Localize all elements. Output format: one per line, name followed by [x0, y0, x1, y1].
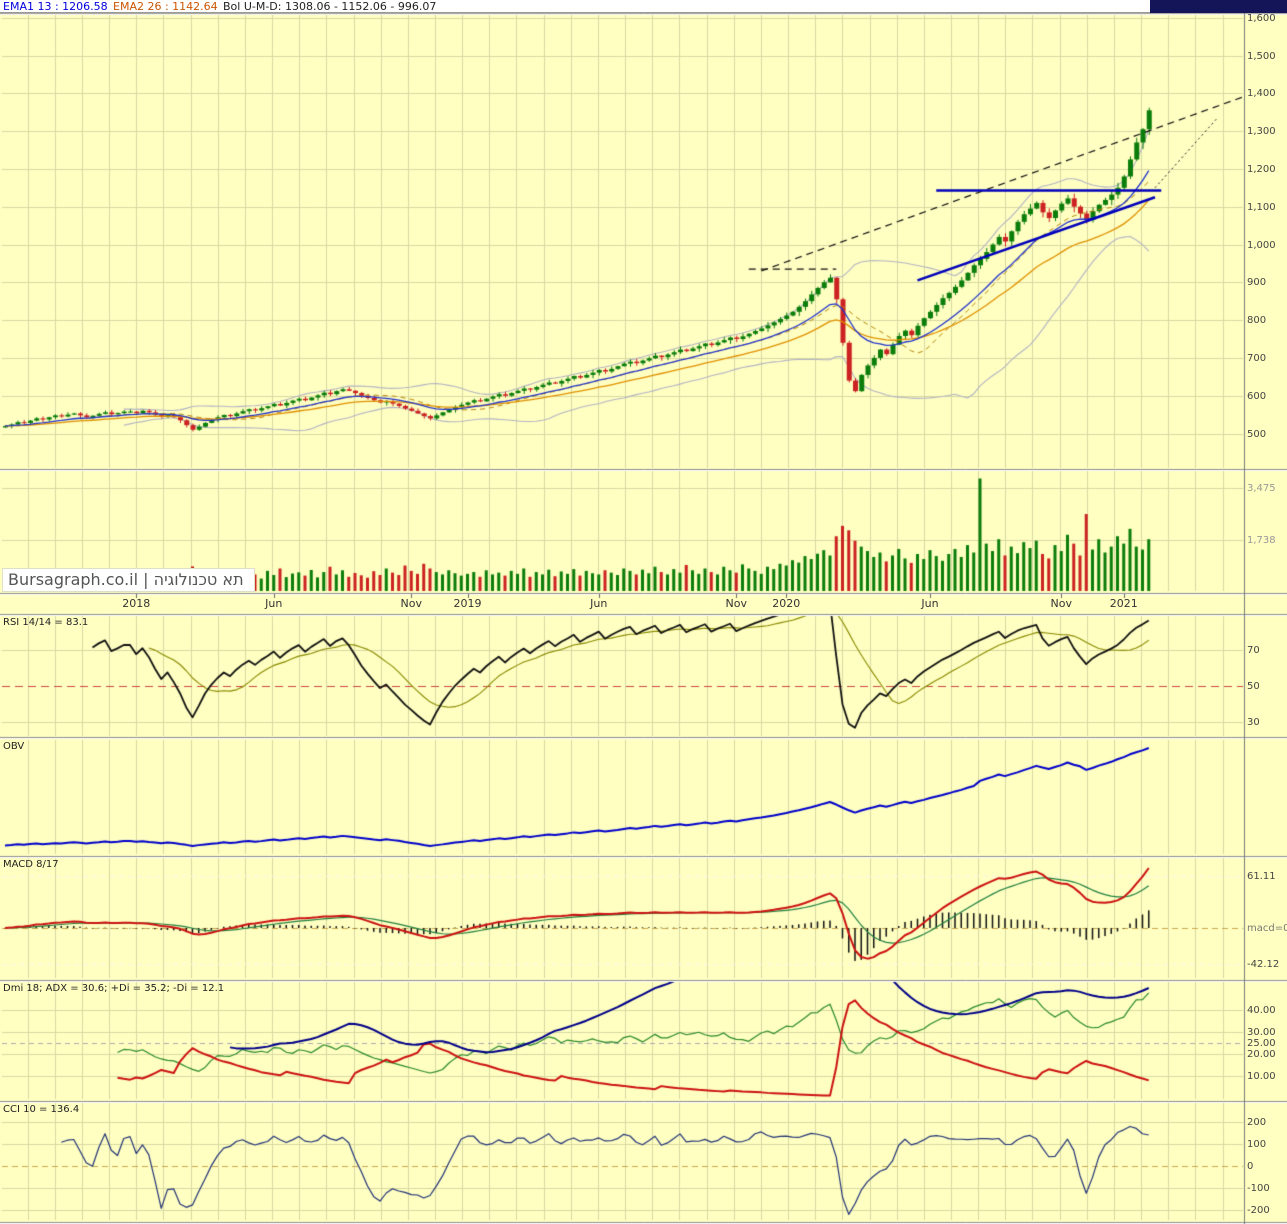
- rsi-tick-label: 70: [1247, 645, 1260, 656]
- dmi-tick-label: 10.00: [1247, 1071, 1276, 1082]
- price-tick-label: 1,300: [1247, 126, 1276, 138]
- dmi-tick-label: 25.00: [1247, 1038, 1276, 1049]
- obv-panel-label: OBV: [3, 741, 25, 752]
- cci-tick-label: 100: [1247, 1139, 1267, 1150]
- price-tick-label: 700: [1247, 352, 1267, 364]
- date-tick-label: Jun: [590, 597, 608, 610]
- cci-tick-label: 200: [1247, 1117, 1267, 1128]
- watermark-bursagraph: Bursagraph.co.il | תא טכנולוגיה: [2, 568, 255, 592]
- price-tick-label: 1,600: [1247, 12, 1276, 24]
- price-tick-label: 1,200: [1247, 163, 1276, 175]
- date-tick-label: 2021: [1109, 597, 1138, 610]
- dmi-tick-label: 40.00: [1247, 1005, 1276, 1016]
- top-right-box: [1150, 0, 1287, 13]
- dmi-tick-label: 30.00: [1247, 1027, 1276, 1038]
- rsi-tick-label: 30: [1247, 717, 1260, 728]
- ema2-legend: EMA2 26 : 1142.64: [113, 0, 218, 13]
- date-tick-label: Jun: [921, 597, 939, 610]
- price-tick-label: 800: [1247, 315, 1267, 327]
- dmi-tick-label: 20.00: [1247, 1049, 1276, 1060]
- price-tick-label: 1,100: [1247, 201, 1276, 213]
- rsi-tick-label: 50: [1247, 681, 1260, 692]
- cci-tick-label: -200: [1247, 1205, 1270, 1216]
- bollinger-legend: Bol U-M-D: 1308.06 - 1152.06 - 996.07: [223, 0, 437, 13]
- macd-tick-label: macd=0: [1247, 923, 1287, 934]
- price-tick-label: 1,500: [1247, 50, 1276, 62]
- price-tick-label: 500: [1247, 428, 1267, 440]
- date-tick-label: 2020: [772, 597, 801, 610]
- macd-tick-label: -42.12: [1247, 959, 1280, 971]
- price-tick-label: 1,000: [1247, 239, 1276, 251]
- cci-panel-label: CCI 10 = 136.4: [3, 1104, 80, 1115]
- date-tick-label: Jun: [265, 597, 283, 610]
- date-tick-label: 2019: [453, 597, 482, 610]
- cci-tick-label: 0: [1247, 1161, 1254, 1172]
- price-tick-label: 600: [1247, 390, 1267, 402]
- cci-tick-label: -100: [1247, 1183, 1270, 1194]
- top-header-bar: [0, 0, 1287, 13]
- date-tick-label: 2018: [122, 597, 151, 610]
- volume-tick-label: 3,475: [1247, 483, 1276, 495]
- dmi-panel-label: Dmi 18; ADX = 30.6; +Di = 35.2; -Di = 12…: [3, 983, 225, 994]
- rsi-panel-label: RSI 14/14 = 83.1: [3, 617, 89, 628]
- price-tick-label: 900: [1247, 277, 1267, 289]
- date-tick-label: Nov: [725, 597, 747, 610]
- macd-tick-label: 61.11: [1247, 870, 1276, 882]
- date-tick-label: Nov: [400, 597, 422, 610]
- ema1-legend: EMA1 13 : 1206.58: [3, 0, 108, 13]
- date-tick-label: Nov: [1050, 597, 1072, 610]
- price-tick-label: 1,400: [1247, 88, 1276, 100]
- volume-tick-label: 1,738: [1247, 534, 1276, 546]
- macd-panel-label: MACD 8/17: [3, 859, 59, 870]
